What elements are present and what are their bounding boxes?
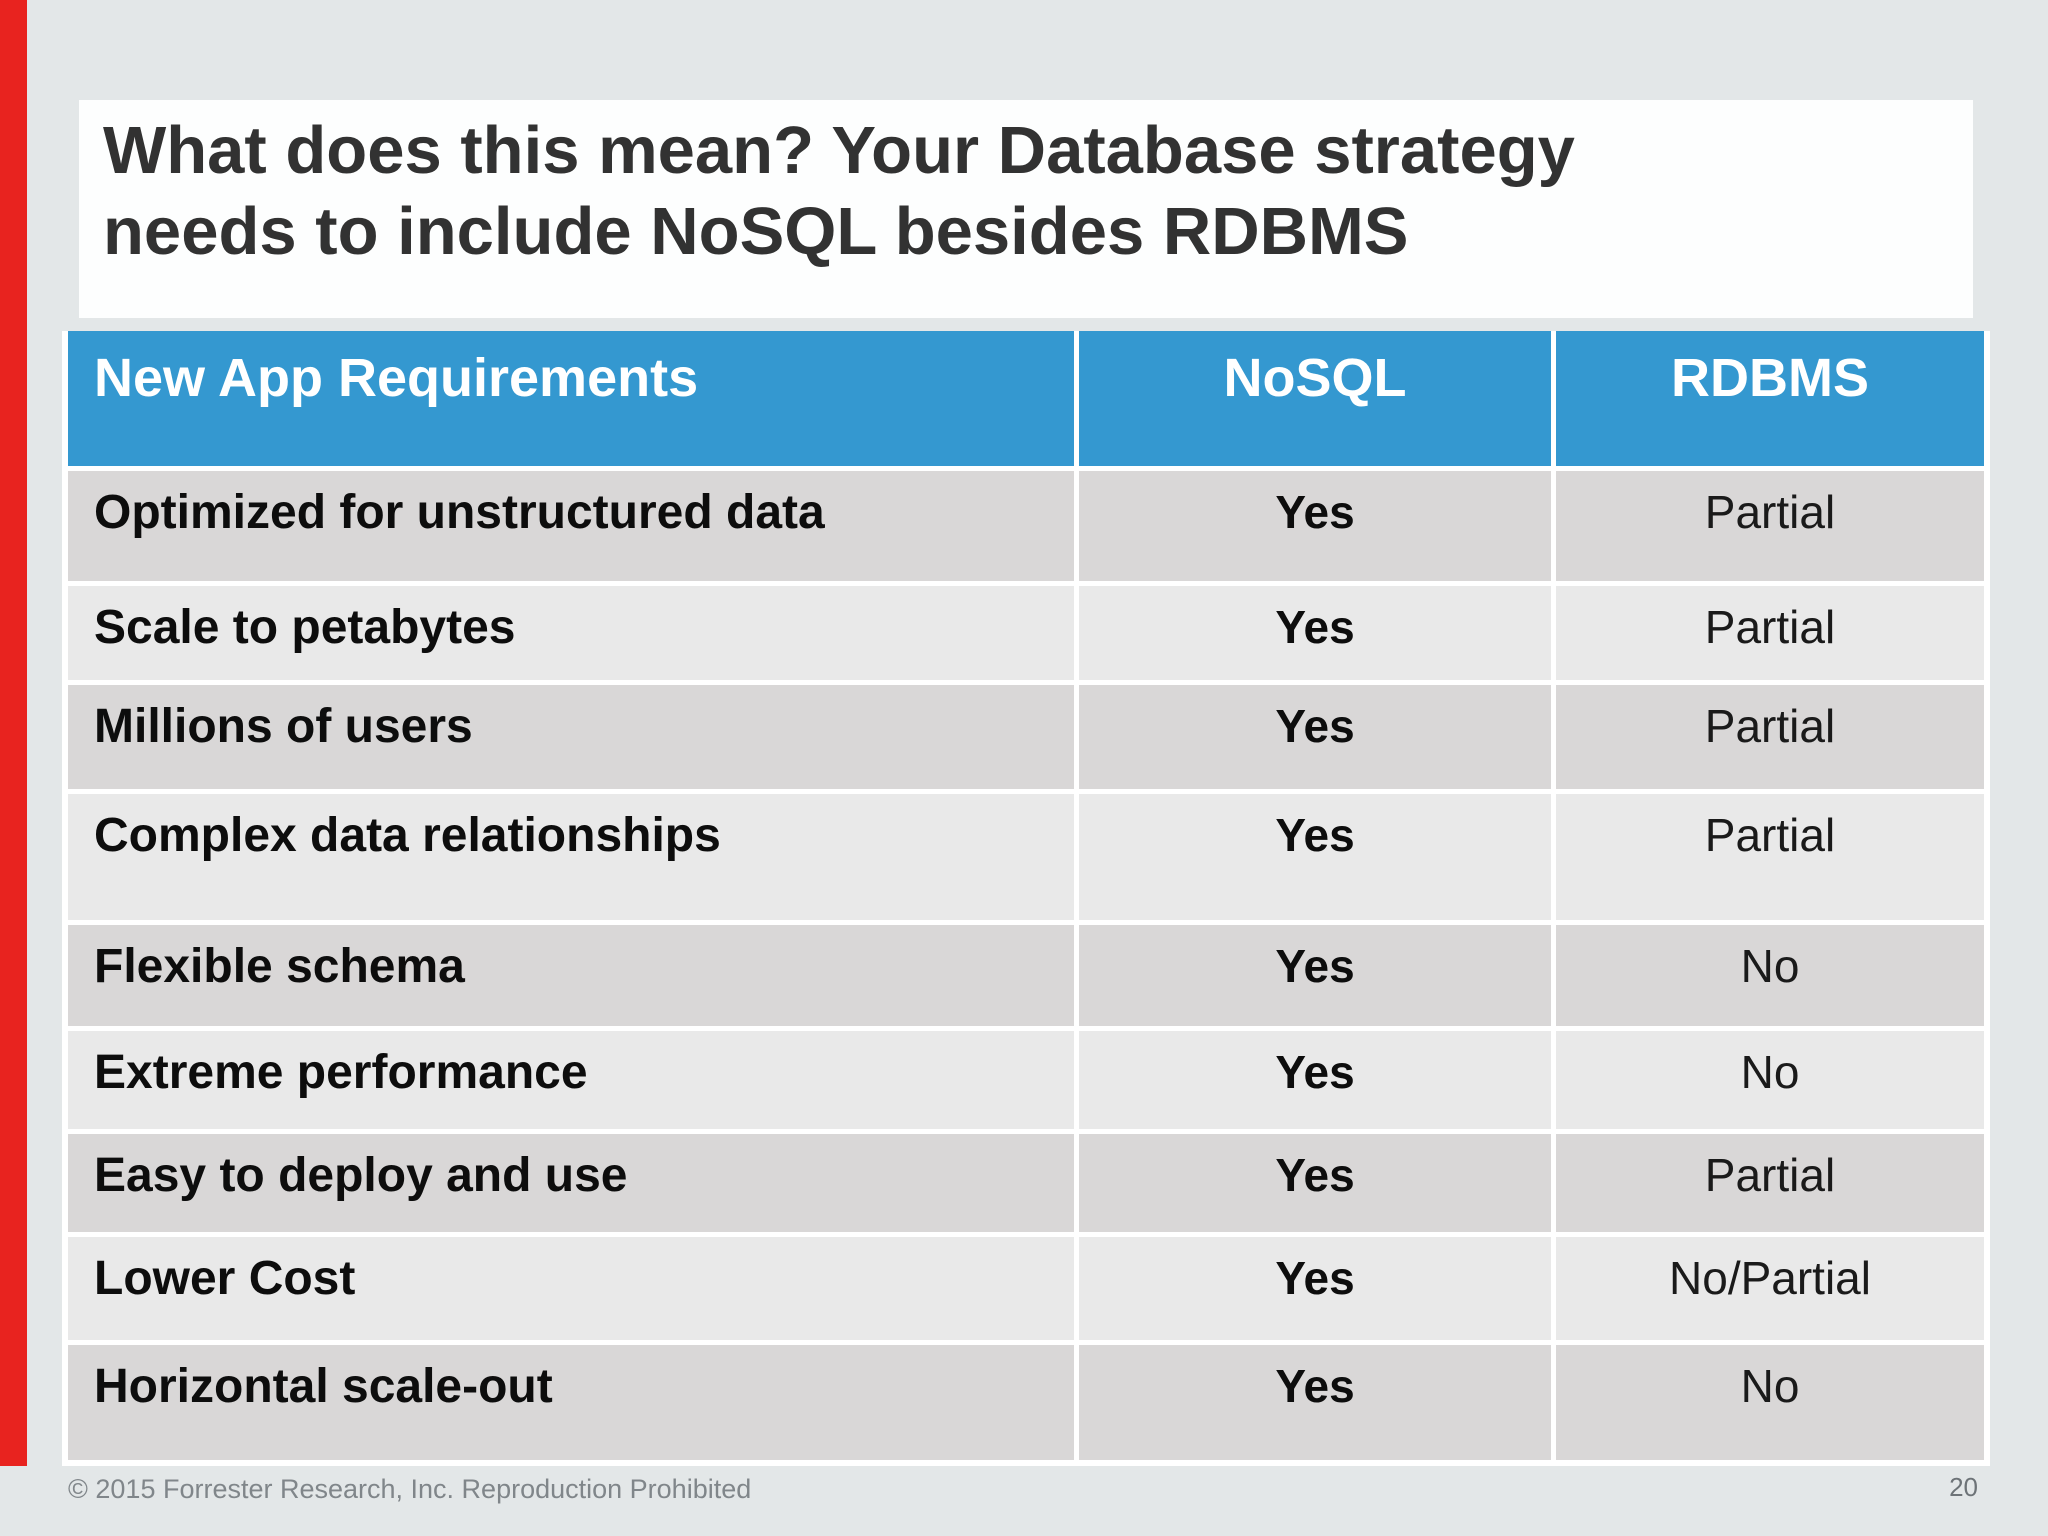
rdbms-value: Partial <box>1556 1134 1984 1232</box>
table-header-row: New App Requirements NoSQL RDBMS <box>68 331 1984 466</box>
rdbms-value: Partial <box>1556 685 1984 789</box>
nosql-value: Yes <box>1079 1345 1551 1460</box>
header-nosql: NoSQL <box>1079 331 1551 466</box>
rdbms-value: No <box>1556 925 1984 1026</box>
slide-title-box: What does this mean? Your Database strat… <box>79 100 1973 318</box>
requirement-label: Scale to petabytes <box>68 586 1074 680</box>
slide-title-line-1: What does this mean? Your Database strat… <box>103 113 1575 188</box>
rdbms-value: No <box>1556 1031 1984 1129</box>
page-number: 20 <box>1949 1472 1978 1502</box>
header-rdbms: RDBMS <box>1556 331 1984 466</box>
nosql-value: Yes <box>1079 1031 1551 1129</box>
requirement-label: Flexible schema <box>68 925 1074 1026</box>
rdbms-value: No/Partial <box>1556 1237 1984 1340</box>
requirement-label: Extreme performance <box>68 1031 1074 1129</box>
slide-title-line-2: needs to include NoSQL besides RDBMS <box>103 194 1409 269</box>
header-new-app-requirements: New App Requirements <box>68 331 1074 466</box>
nosql-value: Yes <box>1079 685 1551 789</box>
rdbms-value: Partial <box>1556 471 1984 581</box>
nosql-value: Yes <box>1079 1237 1551 1340</box>
table-row-horizontal-scale-out: Horizontal scale-out Yes No <box>68 1345 1984 1460</box>
requirement-label: Horizontal scale-out <box>68 1345 1074 1460</box>
nosql-value: Yes <box>1079 1134 1551 1232</box>
nosql-value: Yes <box>1079 794 1551 920</box>
rdbms-value: Partial <box>1556 586 1984 680</box>
rdbms-value: No <box>1556 1345 1984 1460</box>
table-row-extreme-performance: Extreme performance Yes No <box>68 1031 1984 1129</box>
nosql-value: Yes <box>1079 586 1551 680</box>
rdbms-value: Partial <box>1556 794 1984 920</box>
requirement-label: Lower Cost <box>68 1237 1074 1340</box>
nosql-value: Yes <box>1079 925 1551 1026</box>
table-row-optimized-for-unstructured-data: Optimized for unstructured data Yes Part… <box>68 471 1984 581</box>
footer-copyright: © 2015 Forrester Research, Inc. Reproduc… <box>68 1474 752 1504</box>
requirement-label: Complex data relationships <box>68 794 1074 920</box>
comparison-table: New App Requirements NoSQL RDBMS Optimiz… <box>62 331 1990 1466</box>
table-row-flexible-schema: Flexible schema Yes No <box>68 925 1984 1026</box>
requirement-label: Easy to deploy and use <box>68 1134 1074 1232</box>
left-accent-bar <box>0 0 27 1466</box>
table-row-scale-to-petabytes: Scale to petabytes Yes Partial <box>68 586 1984 680</box>
table-row-complex-data-relationships: Complex data relationships Yes Partial <box>68 794 1984 920</box>
table-row-easy-to-deploy-and-use: Easy to deploy and use Yes Partial <box>68 1134 1984 1232</box>
table-row-millions-of-users: Millions of users Yes Partial <box>68 685 1984 789</box>
table-row-lower-cost: Lower Cost Yes No/Partial <box>68 1237 1984 1340</box>
requirement-label: Millions of users <box>68 685 1074 789</box>
requirement-label: Optimized for unstructured data <box>68 471 1074 581</box>
nosql-value: Yes <box>1079 471 1551 581</box>
